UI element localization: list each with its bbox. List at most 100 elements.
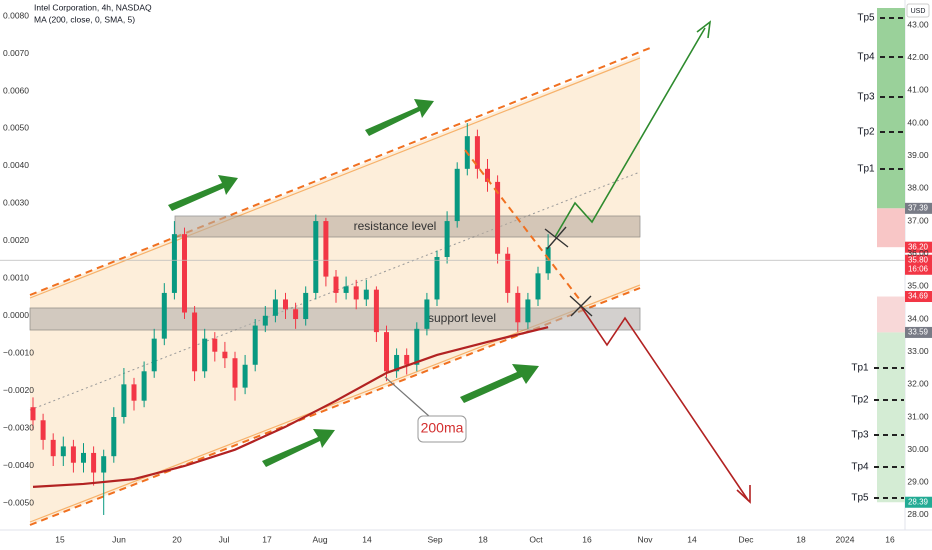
candle-body xyxy=(101,456,107,473)
y-tick-label: 43.00 xyxy=(907,19,929,29)
x-tick-label: 2024 xyxy=(836,534,855,544)
y-tick-label: 36.00 xyxy=(907,248,929,258)
x-tick-label: Oct xyxy=(529,534,543,544)
support-label: support level xyxy=(428,311,496,325)
resistance-zone xyxy=(174,215,641,238)
y-tick-label: 30.00 xyxy=(907,444,929,454)
arrows xyxy=(168,99,539,467)
candle-body xyxy=(343,286,349,293)
channel-mid xyxy=(29,171,641,411)
price-label: 37.39 xyxy=(908,203,929,212)
candle-body xyxy=(131,384,137,401)
price-label-box xyxy=(905,496,932,508)
y2-tick-label: 0.0040 xyxy=(3,160,29,170)
candle-body xyxy=(414,328,420,365)
candle-body xyxy=(303,292,309,320)
bear-arrowhead xyxy=(736,485,751,504)
target-label: Tp3 xyxy=(857,92,875,103)
candle-body xyxy=(40,420,46,440)
candle-body xyxy=(515,292,521,323)
candle-body xyxy=(60,446,66,457)
trend-arrow xyxy=(365,99,434,136)
y2-tick-label: 0.0060 xyxy=(3,85,29,95)
bull-arrowhead xyxy=(696,20,712,39)
target-zone-down xyxy=(877,332,905,503)
candle-body xyxy=(404,354,410,365)
candle-body xyxy=(202,338,208,372)
y-tick-label: 41.00 xyxy=(907,85,929,95)
price-label: 28.39 xyxy=(908,497,929,506)
candle-body xyxy=(283,299,288,310)
candle-body xyxy=(353,286,359,300)
y-tick-label: 35.00 xyxy=(907,281,929,291)
candle-body xyxy=(363,289,369,300)
x-tick-label: 14 xyxy=(362,534,372,544)
target-label: Tp1 xyxy=(857,164,875,175)
y-tick-label: 40.00 xyxy=(907,117,929,127)
time-label: 16:06 xyxy=(908,264,929,273)
y2-tick-label: 0.0020 xyxy=(3,235,29,245)
candle-body xyxy=(505,253,511,293)
y2-tick-label: 0.0080 xyxy=(3,10,29,20)
candle-body xyxy=(444,221,450,257)
price-label-box xyxy=(905,202,932,214)
x-tick-label: 18 xyxy=(478,534,488,544)
price-label: 36.20 xyxy=(908,242,929,251)
currency-box xyxy=(906,3,930,18)
candle-body xyxy=(81,452,86,463)
candle-body xyxy=(394,354,400,372)
price-label: 34.69 xyxy=(908,292,929,301)
trend-arrow xyxy=(168,175,238,211)
y2-tick-label: −0.0050 xyxy=(3,497,34,507)
candle-body xyxy=(30,407,36,421)
price-label-box xyxy=(905,254,932,275)
candle-body xyxy=(495,181,501,254)
price-label-box xyxy=(905,291,932,303)
candle-body xyxy=(212,338,218,352)
bull-path xyxy=(554,27,706,238)
candle-body xyxy=(293,309,299,320)
y2-tick-label: 0.0070 xyxy=(3,48,29,58)
y-tick-label: 39.00 xyxy=(907,150,929,160)
candle-body xyxy=(70,446,76,463)
candle-body xyxy=(313,221,319,293)
candle-body xyxy=(161,292,167,339)
x-tick-label: 18 xyxy=(796,534,806,544)
candle-body xyxy=(525,299,531,323)
candle-body xyxy=(232,358,238,388)
trend-dashed xyxy=(464,149,581,301)
x-tick-label: Sep xyxy=(427,534,442,544)
target-label: Tp5 xyxy=(851,493,869,504)
target-label: Tp4 xyxy=(851,462,869,473)
candle-body xyxy=(434,256,440,300)
candle-body xyxy=(384,332,389,372)
y2-tick-label: −0.0010 xyxy=(3,347,34,357)
candle-body xyxy=(333,276,339,293)
resistance-label: resistance level xyxy=(354,219,437,233)
x-tick-label: Dec xyxy=(738,534,754,544)
y-tick-label: 33.00 xyxy=(907,346,929,356)
candle-body xyxy=(141,371,147,401)
y2-tick-label: −0.0020 xyxy=(3,385,34,395)
y2-tick-label: 0.0000 xyxy=(3,310,29,320)
candle-body xyxy=(242,364,248,388)
channel-top xyxy=(29,57,641,299)
target-label: Tp2 xyxy=(851,395,869,406)
chart-title: Intel Corporation, 4h, NASDAQ xyxy=(34,2,152,12)
stop-zone-up xyxy=(877,208,905,248)
indicator-legend: MA (200, close, 0, SMA, 5) xyxy=(34,14,135,24)
price-label-box xyxy=(905,326,932,338)
candle-body xyxy=(171,234,177,293)
x-tick-label: Aug xyxy=(312,534,327,544)
stop-zone-down xyxy=(877,296,905,333)
price-label-box xyxy=(905,241,932,253)
support-zone xyxy=(29,307,641,331)
y-tick-label: 37.00 xyxy=(907,215,929,225)
price-label: 33.59 xyxy=(908,328,929,337)
x-tick-label: 16 xyxy=(885,534,895,544)
trend-arrow xyxy=(460,364,539,403)
y2-tick-label: 0.0050 xyxy=(3,123,29,133)
x-tick-label: 16 xyxy=(582,534,592,544)
candle-body xyxy=(222,351,228,359)
